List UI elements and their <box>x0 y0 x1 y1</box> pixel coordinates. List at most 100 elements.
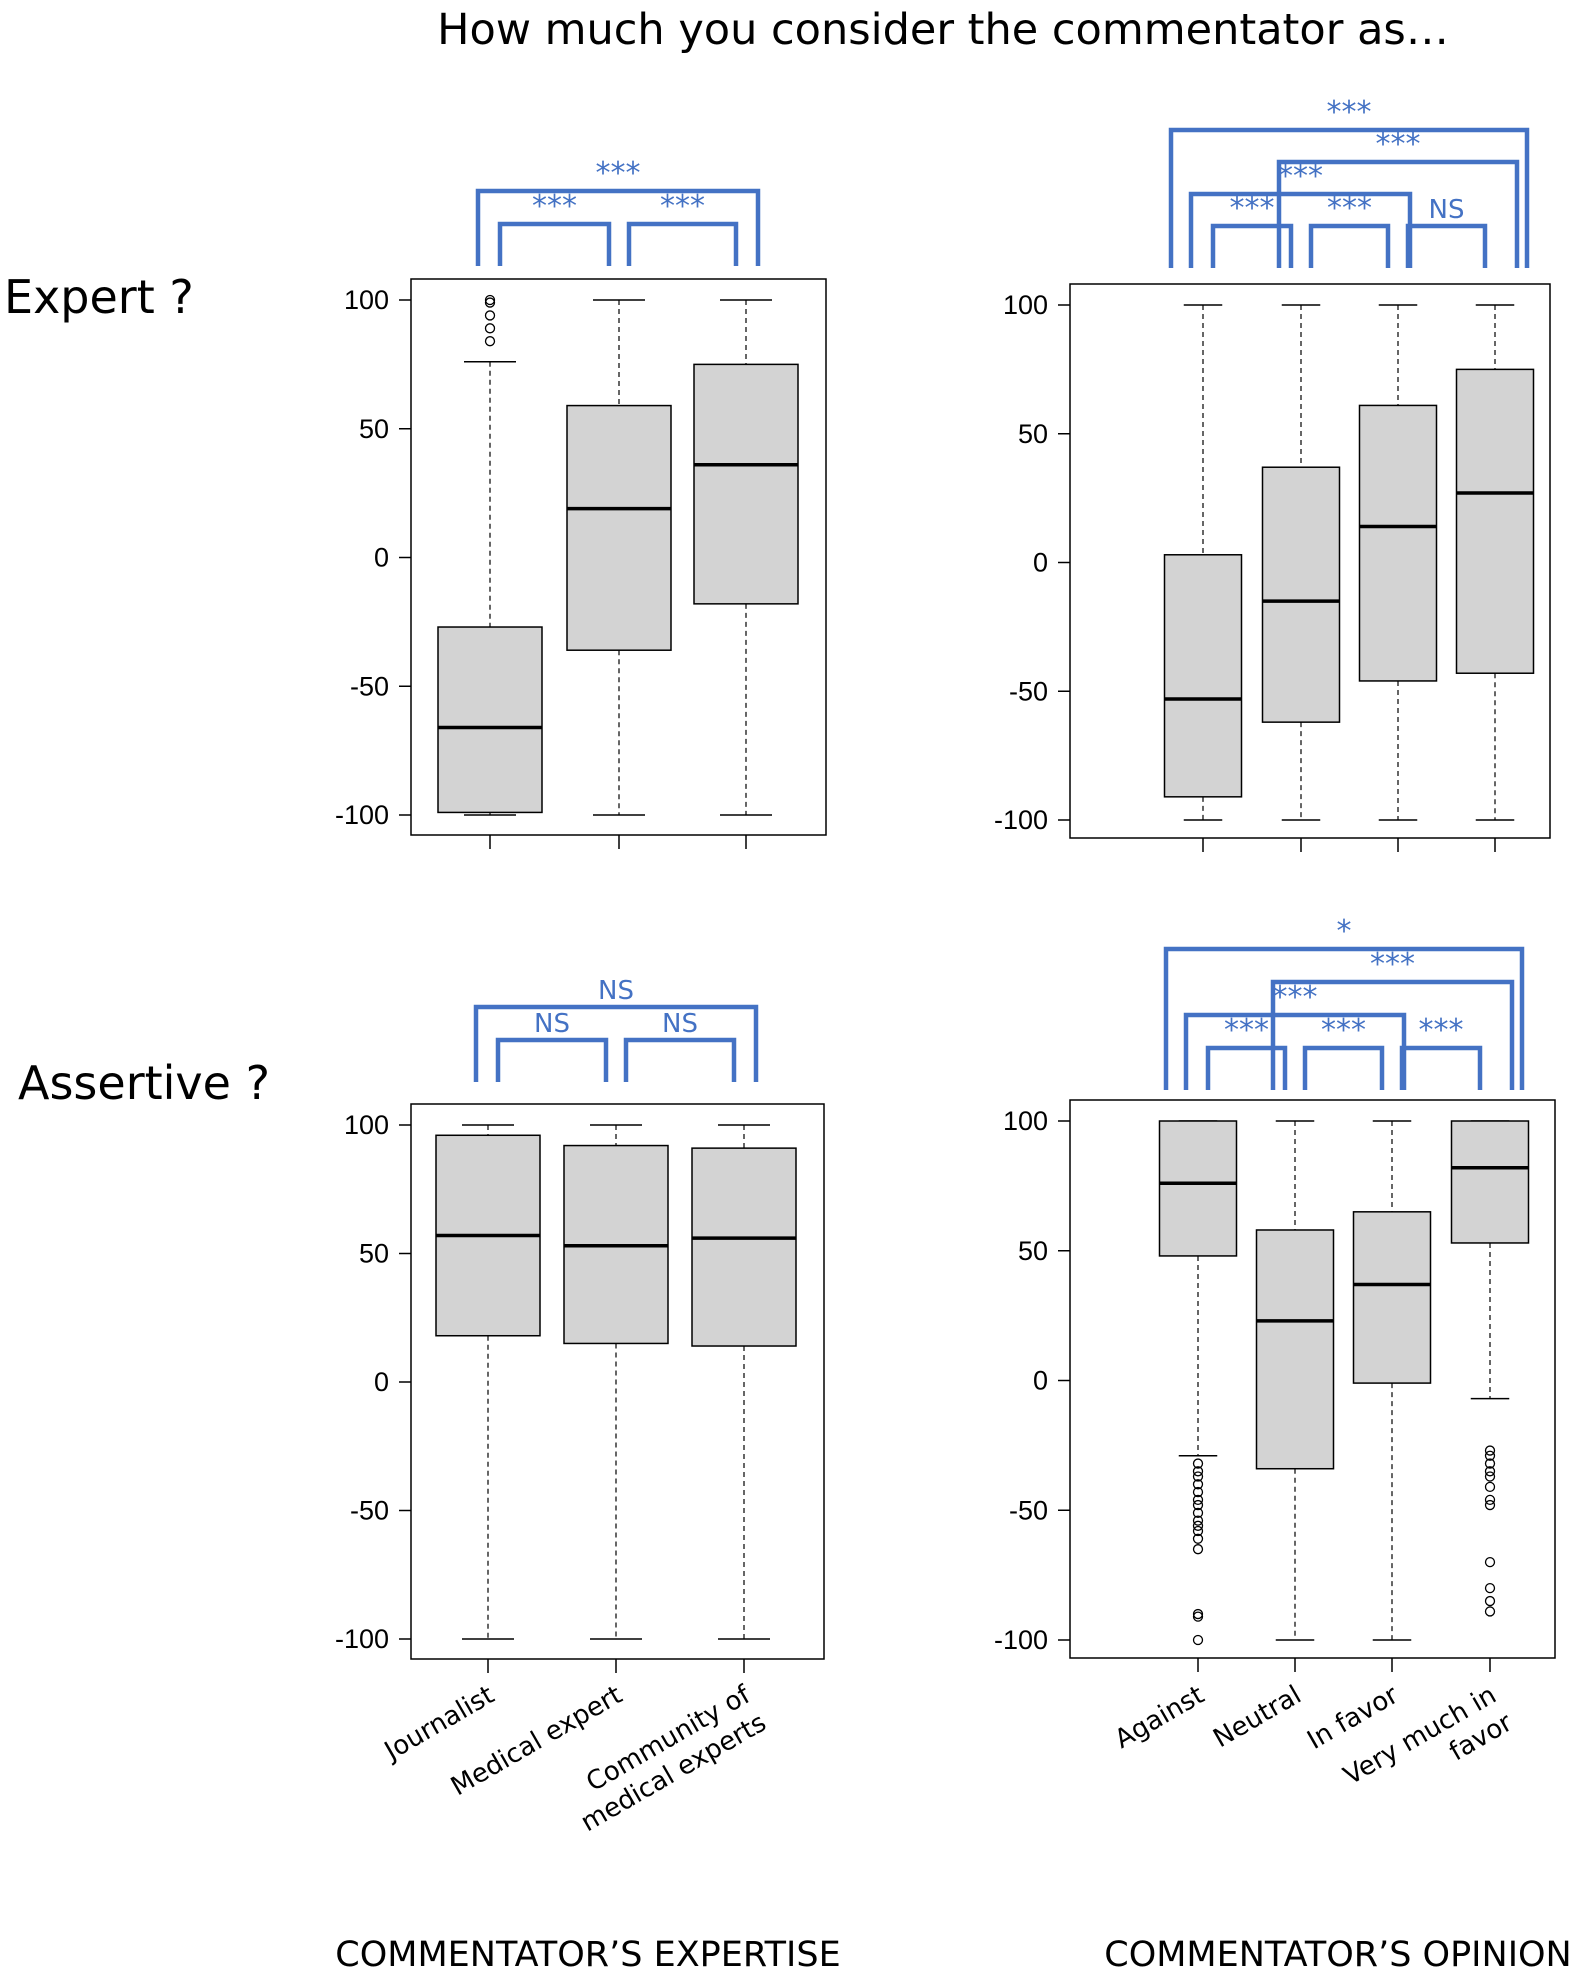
significance-bracket-5: *** <box>1270 947 1515 1090</box>
outlier-point <box>484 310 496 321</box>
outlier-point <box>1192 1507 1204 1518</box>
plot-frame <box>1069 283 1551 839</box>
outlier-point <box>1192 1499 1204 1511</box>
box-4 <box>1455 304 1535 821</box>
significance-bracket-3: *** <box>1399 1013 1483 1090</box>
bracket-line <box>1188 191 1413 268</box>
outlier-point <box>1192 1611 1204 1622</box>
y-tick-label: 0 <box>1033 548 1048 578</box>
outlier-point <box>1192 1634 1204 1646</box>
y-tick-label: -50 <box>350 1496 389 1526</box>
significance-label: *** <box>1273 980 1318 1015</box>
significance-label: *** <box>1224 1013 1269 1048</box>
outlier-point <box>1484 1494 1496 1506</box>
significance-label: *** <box>1370 947 1415 982</box>
significance-bracket-2: *** <box>1308 191 1391 268</box>
bracket-line <box>1399 1045 1483 1090</box>
box-iqr <box>1450 1120 1530 1244</box>
outlier-point <box>1484 1450 1496 1461</box>
significance-bracket-1: NS <box>495 1009 609 1082</box>
column-label-opinion: COMMENTATOR’S OPINION <box>1104 1935 1572 1975</box>
box-2 <box>1261 304 1341 821</box>
y-tick-label: -50 <box>1009 676 1048 706</box>
category-label-line: Neutral <box>1208 1680 1306 1754</box>
significance-label: *** <box>1327 95 1372 130</box>
significance-label: *** <box>660 189 705 224</box>
box-3 <box>1352 1120 1432 1641</box>
y-tick-label: 100 <box>1003 290 1048 320</box>
box-iqr <box>1158 1120 1238 1257</box>
box-iqr <box>1455 368 1535 674</box>
outlier-point <box>484 323 496 334</box>
box-1 <box>437 294 543 816</box>
outlier-point <box>484 336 496 347</box>
y-tick-label: 100 <box>1003 1106 1048 1136</box>
figure-title: How much you consider the commentator as… <box>437 5 1449 55</box>
box-4 <box>1450 1120 1530 1617</box>
significance-label: NS <box>662 1009 698 1039</box>
box-1 <box>1158 1120 1238 1646</box>
y-tick-label: 50 <box>359 1239 389 1269</box>
plot-frame <box>1069 1099 1556 1659</box>
significance-label: *** <box>1419 1013 1464 1048</box>
box-3 <box>693 299 799 816</box>
bracket-line <box>495 1037 609 1082</box>
significance-bracket-6: *** <box>1168 95 1530 268</box>
significance-bracket-6: * <box>1163 914 1525 1090</box>
outlier-point <box>1192 1486 1204 1498</box>
column-label-expertise: COMMENTATOR’S EXPERTISE <box>335 1935 840 1975</box>
category-label-line: Journalist <box>378 1680 499 1767</box>
box-iqr <box>437 626 543 814</box>
y-tick-label: 100 <box>344 1110 389 1140</box>
box-2 <box>1255 1120 1335 1641</box>
chart-panel-1: 100 50 0 -50 -100 *** *** *** <box>335 156 827 849</box>
outlier-point <box>1192 1515 1204 1526</box>
bracket-line <box>1168 127 1530 268</box>
significance-bracket-2: NS <box>623 1009 737 1082</box>
outlier-point <box>1192 1466 1204 1477</box>
y-tick-label: 0 <box>374 1367 389 1397</box>
box-iqr <box>1352 1211 1432 1384</box>
box-iqr <box>691 1147 797 1347</box>
outlier-point <box>1484 1471 1496 1482</box>
box-iqr <box>1255 1229 1335 1470</box>
box-2 <box>563 1124 669 1640</box>
outlier-point <box>1192 1479 1204 1490</box>
y-tick-label: 0 <box>374 543 389 573</box>
bracket-line <box>623 1037 737 1082</box>
outlier-point <box>1192 1608 1204 1620</box>
y-tick-label: 50 <box>359 414 389 444</box>
outlier-point <box>1192 1471 1204 1482</box>
significance-bracket-1: *** <box>1210 191 1294 268</box>
bracket-line <box>626 221 739 266</box>
category-label: Journalist <box>378 1680 499 1767</box>
significance-label: *** <box>532 189 577 224</box>
bracket-line <box>1210 223 1294 268</box>
row-label-assertive: Assertive ? <box>18 1056 270 1110</box>
significance-label: *** <box>1230 191 1275 226</box>
bracket-line <box>1276 159 1520 268</box>
outlier-point <box>1192 1525 1204 1537</box>
bracket-line <box>1308 223 1391 268</box>
y-tick-label: -100 <box>994 1625 1048 1655</box>
box-1 <box>1163 304 1243 821</box>
significance-bracket-3: NS <box>473 976 759 1082</box>
bracket-line <box>1205 1045 1288 1090</box>
box-3 <box>1358 304 1438 821</box>
bracket-line <box>473 1004 759 1082</box>
outlier-point <box>1192 1544 1204 1555</box>
outlier-point <box>1192 1520 1204 1531</box>
outlier-point <box>1484 1481 1496 1493</box>
outlier-point <box>1484 1606 1496 1617</box>
y-tick-label: 0 <box>1033 1366 1048 1396</box>
significance-bracket-4: *** <box>1188 159 1413 268</box>
y-tick-label: -50 <box>350 671 389 701</box>
significance-bracket-3: NS <box>1405 195 1488 268</box>
outlier-point <box>1484 1466 1496 1477</box>
box-iqr <box>566 404 672 651</box>
significance-bracket-2: *** <box>1302 1013 1385 1090</box>
